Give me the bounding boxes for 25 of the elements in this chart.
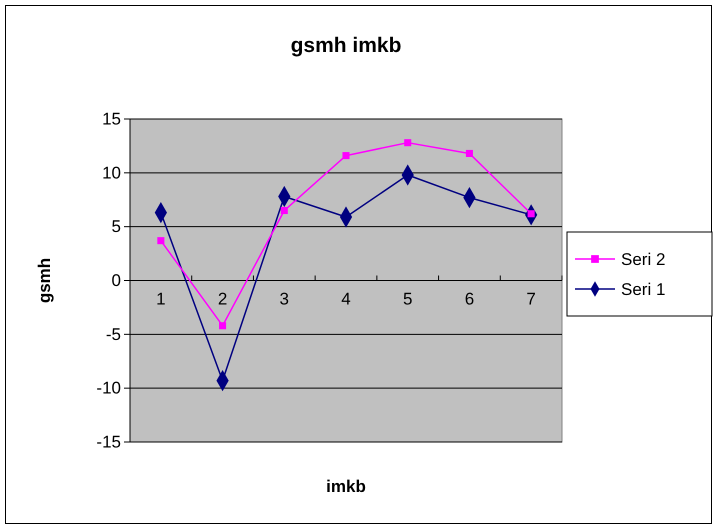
y-axis-title: gsmh	[35, 258, 54, 304]
x-tick-label: 3	[280, 290, 290, 308]
y-tick-label: 10	[102, 163, 121, 182]
point	[157, 237, 164, 244]
y-tick-label: 5	[112, 217, 121, 236]
y-tick-label: -15	[96, 432, 121, 452]
point	[404, 139, 412, 146]
point	[342, 152, 350, 160]
x-axis-title: imkb	[326, 477, 366, 496]
legend-label: Seri 2	[621, 250, 666, 269]
point	[219, 322, 226, 330]
chart-title: gsmh imkb	[290, 34, 402, 57]
y-tick-label: -10	[96, 378, 121, 398]
x-tick-label: 1	[156, 290, 166, 308]
point	[466, 150, 473, 157]
legend-label: Seri 1	[621, 280, 666, 299]
y-tick-label: -5	[106, 324, 121, 344]
x-tick-label: 6	[464, 290, 474, 308]
x-tick-label: 4	[341, 290, 351, 308]
y-tick-label: 15	[102, 109, 121, 128]
x-tick-label: 5	[402, 290, 412, 308]
x-tick-label: 7	[526, 290, 536, 308]
point	[280, 206, 288, 214]
x-tick-label: 2	[218, 290, 228, 308]
y-tick-label: 0	[112, 270, 121, 290]
